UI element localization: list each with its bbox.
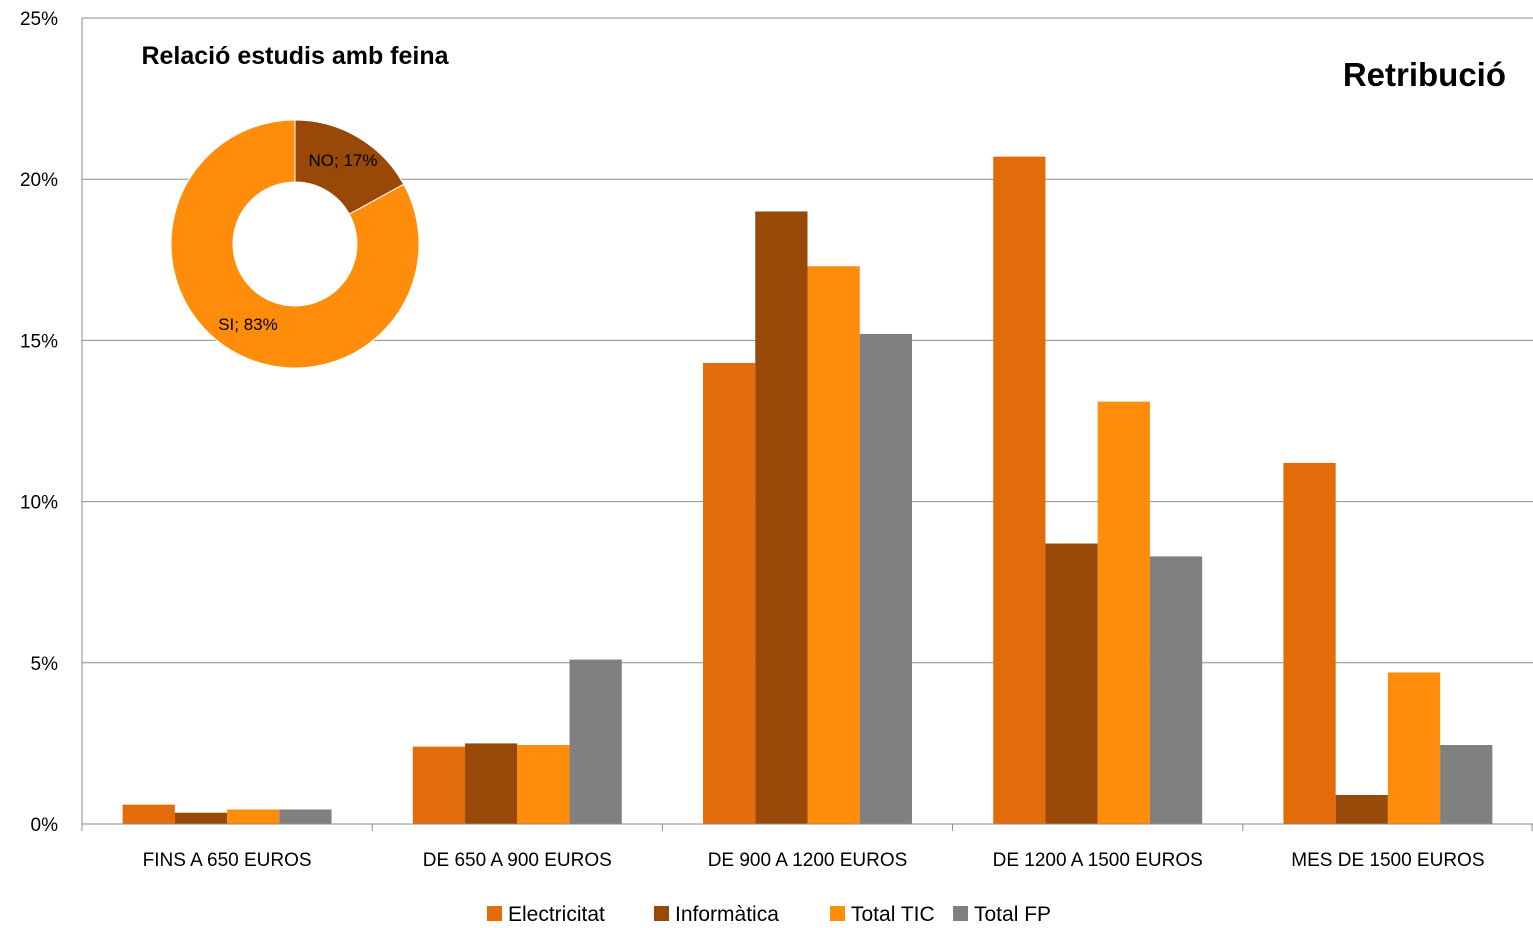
legend: Electricitat Informàtica Total TIC Total FP — [487, 903, 1051, 926]
y-tick-label: 15% — [20, 331, 58, 352]
legend-label: Total FP — [974, 903, 1051, 926]
x-tick-label: FINS A 650 EUROS — [143, 850, 312, 871]
bar — [517, 745, 570, 824]
legend-swatch — [953, 906, 968, 921]
bar — [993, 156, 1046, 824]
donut-slice-label: NO; 17% — [309, 151, 378, 170]
x-axis: FINS A 650 EUROS DE 650 A 900 EUROS DE 900… — [81, 823, 1533, 871]
bar — [279, 809, 332, 824]
bar — [227, 809, 280, 824]
bar — [1440, 745, 1493, 824]
legend-swatch — [830, 906, 845, 921]
bar — [755, 211, 808, 824]
bar — [174, 812, 228, 824]
x-tick-label: DE 900 A 1200 EUROS — [708, 850, 908, 871]
y-tick-label: 20% — [20, 170, 58, 191]
legend-swatch — [487, 906, 502, 921]
bar — [1283, 462, 1336, 824]
y-axis: 0% 5% 10% 15% 20% 25% — [20, 9, 83, 836]
donut-chart: Relació estudis amb feina NO; 17% SI; 83% — [141, 42, 450, 369]
bar — [1387, 672, 1441, 824]
y-tick-label: 25% — [20, 9, 58, 30]
y-tick-label: 10% — [20, 493, 58, 514]
donut-slice-label: SI; 83% — [218, 315, 278, 334]
chart-title: Retribució — [1343, 56, 1506, 93]
legend-swatch — [654, 906, 669, 921]
donut-title: Relació estudis amb feina — [141, 42, 449, 70]
donut-slices: NO; 17% SI; 83% — [170, 119, 420, 369]
y-tick-label: 0% — [31, 815, 59, 836]
bar — [569, 659, 622, 824]
x-tick-label: DE 1200 A 1500 EUROS — [993, 850, 1203, 871]
legend-label: Total TIC — [851, 903, 935, 926]
bar — [1335, 794, 1388, 824]
bar — [1149, 556, 1203, 824]
legend-label: Electricitat — [508, 903, 605, 926]
bar — [1045, 543, 1098, 824]
donut-slice — [170, 119, 420, 369]
bar — [465, 743, 518, 824]
bar-series — [122, 156, 1493, 824]
x-tick-label: MES DE 1500 EUROS — [1291, 850, 1484, 871]
bar — [1097, 401, 1150, 824]
bar — [703, 362, 756, 824]
bar — [859, 333, 912, 824]
bar — [807, 266, 860, 824]
y-tick-label: 5% — [31, 654, 59, 675]
legend-label: Informàtica — [675, 903, 779, 926]
bar — [412, 746, 466, 824]
x-tick-label: DE 650 A 900 EUROS — [423, 850, 612, 871]
bar — [122, 804, 175, 824]
